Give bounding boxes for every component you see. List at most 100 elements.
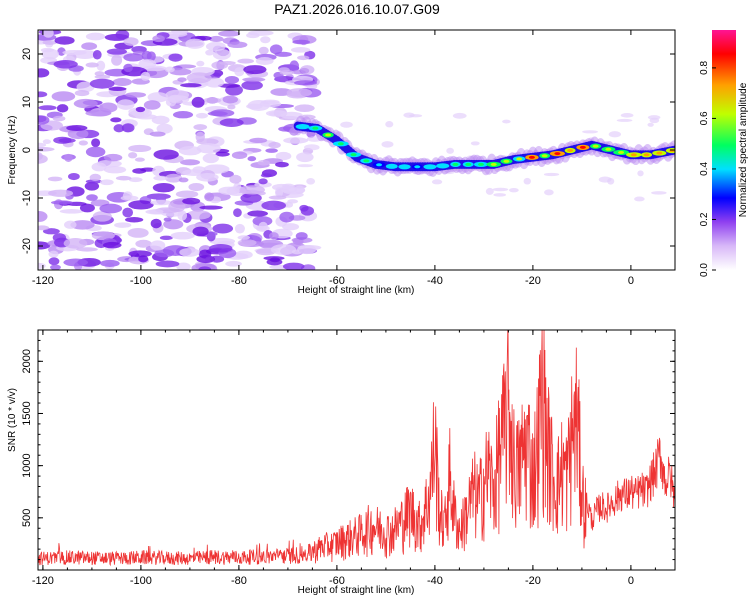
spectrogram-y-axis: -20 -10 0 10 20 (21, 48, 675, 254)
x-tick-label: -120 (32, 575, 54, 587)
noise-blob (91, 231, 115, 241)
noise-blob (431, 179, 443, 185)
ridge-core (337, 142, 344, 146)
noise-blob (544, 189, 554, 196)
snr-x-axis-label: Height of straight line (km) (298, 585, 415, 596)
ridge-core (656, 151, 663, 155)
ridge-core (414, 165, 421, 169)
noise-blob (608, 131, 622, 138)
noise-blob (178, 146, 202, 156)
noise-blob (246, 32, 260, 39)
noise-blob (493, 193, 507, 197)
noise-blob (607, 177, 615, 185)
noise-blob (102, 241, 122, 249)
noise-blob (268, 195, 287, 200)
colorbar-gradient (712, 30, 736, 270)
noise-blob (123, 37, 139, 46)
noise-blob (149, 209, 164, 215)
noise-blob (141, 50, 152, 61)
noise-blob (297, 164, 314, 168)
noise-blob (196, 60, 205, 67)
noise-blob (651, 191, 667, 195)
noise-blob (42, 228, 60, 235)
noise-blob (48, 257, 60, 266)
noise-blob (217, 83, 241, 88)
ridge-core (490, 162, 497, 166)
x-tick-label: -40 (427, 275, 443, 287)
noise-blob (125, 92, 147, 98)
noise-blob (165, 173, 183, 183)
noise-blob (252, 216, 273, 227)
noise-blob (86, 194, 98, 201)
noise-blob (140, 71, 151, 81)
noise-blob (258, 46, 269, 55)
noise-blob (99, 203, 123, 214)
colorbar-ticks: 0.0 0.2 0.4 0.6 0.8 (699, 61, 716, 277)
noise-blob (149, 131, 166, 137)
noise-blob (247, 210, 268, 217)
snr-x-axis: -120 -100 -80 -60 -40 -20 0 (32, 330, 656, 587)
y-tick-label: 0 (21, 147, 33, 153)
noise-blob (287, 199, 299, 204)
noise-blob (192, 226, 209, 237)
noise-blob (47, 176, 63, 182)
snr-panel: -120 -100 -80 -60 -40 -20 0 500 1000 1500 2000 He… (7, 329, 676, 596)
noise-blob (159, 235, 173, 241)
x-tick-label: -60 (329, 575, 345, 587)
noise-blob (112, 78, 132, 86)
noise-blob (260, 36, 271, 44)
noise-blob (47, 189, 74, 197)
noise-blob (156, 123, 173, 134)
noise-blob (229, 174, 242, 184)
noise-blob (269, 257, 281, 263)
noise-blob (446, 147, 454, 154)
noise-blob (169, 68, 192, 76)
noise-blob (275, 151, 292, 161)
x-tick-label: -20 (525, 275, 541, 287)
noise-blob (292, 39, 311, 45)
colorbar-tick-label: 0.0 (699, 263, 710, 277)
noise-blob (543, 172, 560, 177)
noise-blob (179, 247, 200, 257)
chart-title: PAZ1.2026.016.10.07.G09 (274, 1, 440, 17)
noise-blob (289, 60, 299, 72)
noise-blob (78, 140, 88, 146)
noise-blob (637, 170, 644, 177)
noise-blob (258, 178, 268, 185)
noise-blob (128, 250, 152, 258)
noise-blob (227, 104, 236, 110)
noise-blob (85, 146, 106, 158)
noise-blob (51, 91, 76, 102)
spectrogram-x-axis-label: Height of straight line (km) (298, 285, 415, 296)
noise-blob (38, 105, 57, 111)
noise-blob (163, 219, 184, 230)
noise-blob (63, 238, 88, 249)
noise-blob (582, 130, 599, 134)
noise-blob (38, 154, 48, 164)
ridge-core (376, 163, 383, 167)
noise-blob (59, 209, 84, 214)
noise-blob (54, 36, 75, 45)
noise-blob (177, 77, 187, 82)
colorbar-tick-label: 0.6 (699, 111, 710, 125)
noise-blob (282, 223, 300, 231)
noise-blob (48, 250, 59, 258)
noise-blob (193, 124, 208, 131)
colorbar-tick-label: 0.4 (699, 162, 710, 176)
noise-blob (123, 63, 133, 73)
x-tick-label: -120 (32, 275, 54, 287)
colorbar: 0.0 0.2 0.4 0.6 0.8 Normalized spectral ampl… (699, 30, 749, 277)
noise-blob (143, 100, 161, 110)
noise-blob (168, 53, 183, 62)
noise-blob (163, 217, 172, 222)
noise-blob (63, 258, 89, 267)
noise-blob (293, 80, 318, 86)
noise-blob (96, 159, 122, 168)
ridge-core (465, 162, 472, 166)
noise-blob (122, 207, 134, 218)
noise-blob (115, 30, 130, 40)
noise-blob (233, 208, 242, 218)
noise-blob (227, 41, 248, 49)
noise-blob (38, 68, 50, 78)
